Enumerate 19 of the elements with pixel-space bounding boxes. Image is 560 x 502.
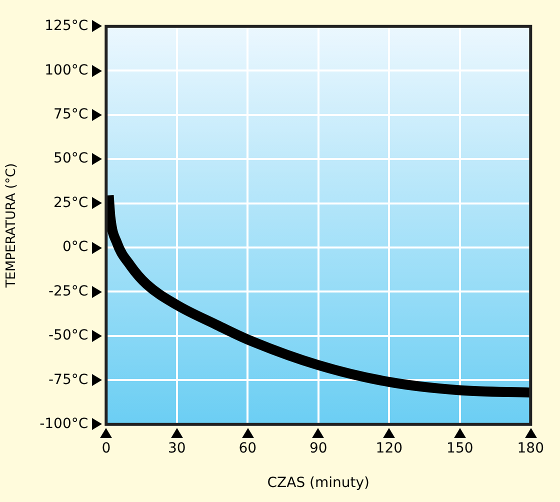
x-axis-title: CZAS (minuty)	[267, 475, 370, 492]
x-tick-label: 30	[168, 440, 186, 456]
x-tick-label: 120	[376, 440, 403, 456]
x-tick-label: 150	[446, 440, 474, 456]
y-axis-title: TEMPERATURA (°C)	[4, 163, 20, 289]
y-tick-label: -100°C	[40, 416, 88, 432]
y-tick-label: 125°C	[44, 18, 88, 34]
x-tick-label: 180	[517, 440, 544, 456]
y-tick-label: 75°C	[54, 106, 88, 122]
y-tick-label: -50°C	[48, 328, 88, 344]
y-tick-label: 25°C	[54, 194, 88, 211]
x-tick-label: 0	[102, 440, 111, 456]
y-tick-label: 50°C	[54, 150, 88, 167]
y-tick-label: -75°C	[48, 372, 88, 388]
y-tick-label: 0°C	[62, 239, 88, 256]
y-tick-label: 100°C	[44, 62, 88, 78]
y-tick-label: -25°C	[48, 283, 88, 300]
x-tick-label: 90	[309, 440, 328, 456]
x-tick-label: 60	[238, 440, 257, 456]
